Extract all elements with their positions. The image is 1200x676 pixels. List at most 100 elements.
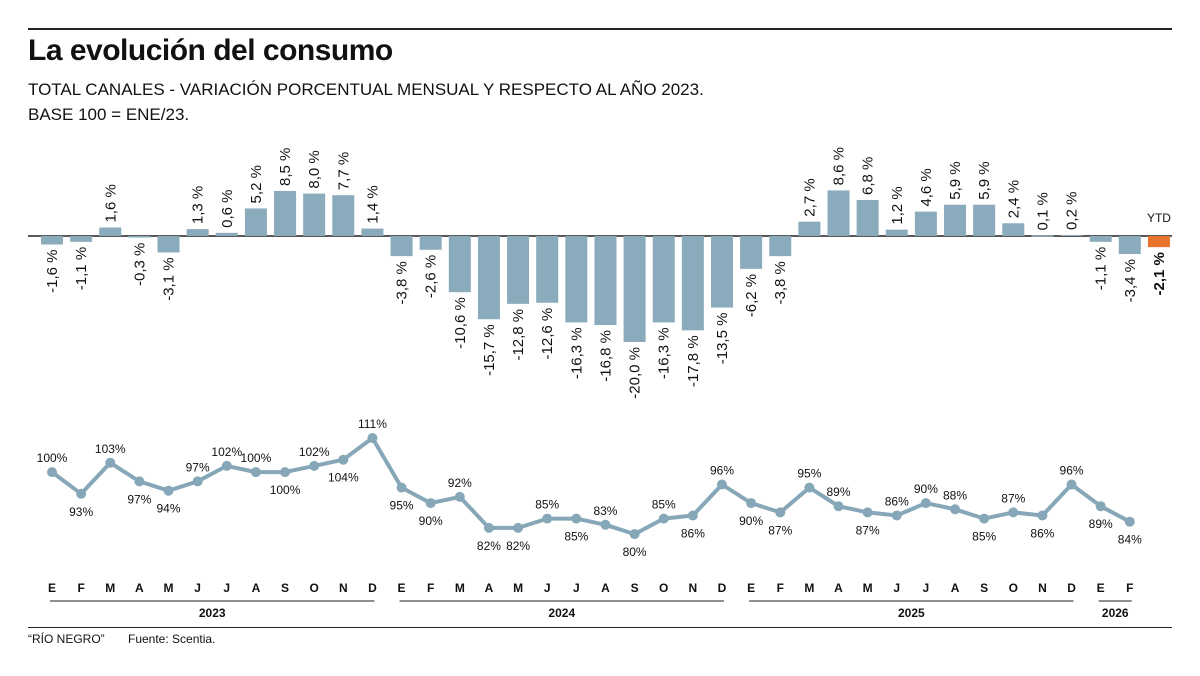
month-tick-label: A (834, 581, 843, 595)
year-label: 2026 (1102, 606, 1129, 620)
chart-title: La evolución del consumo (28, 34, 393, 67)
line-point (396, 482, 407, 493)
line-point-label: 100% (270, 483, 301, 497)
line-point-label: 84% (1118, 533, 1142, 547)
bar-label: 1,3 % (190, 186, 207, 224)
line-point (891, 510, 902, 521)
line-point (1095, 501, 1106, 512)
chart-subtitle-base: BASE 100 = ENE/23. (28, 105, 190, 124)
month-tick-label: F (427, 581, 434, 595)
bar (740, 236, 763, 269)
month-tick-label: O (309, 581, 318, 595)
month-tick-label: A (485, 581, 494, 595)
line-point (134, 476, 145, 487)
month-tick-label: F (777, 581, 784, 595)
line-point-label: 85% (652, 498, 676, 512)
month-tick-label: A (252, 581, 261, 595)
line-point-label: 92% (448, 476, 472, 490)
bar-label: -15,7 % (481, 324, 498, 376)
month-tick-label: D (1067, 581, 1076, 595)
month-tick-label: F (1126, 581, 1133, 595)
bar-label: 5,9 % (947, 161, 964, 199)
month-tick-label: S (631, 581, 639, 595)
bar-label: -3,8 % (394, 261, 411, 304)
bar (157, 236, 180, 253)
month-tick-label: M (513, 581, 523, 595)
bar (448, 236, 471, 293)
line-point (309, 460, 320, 471)
line-point (221, 460, 232, 471)
bar-label: -16,8 % (597, 330, 614, 382)
bar-label: 1,4 % (364, 185, 381, 223)
bar-label: -20,0 % (627, 347, 644, 399)
month-tick-label: J (893, 581, 900, 595)
line-point (979, 513, 990, 524)
line-point-label: 90% (419, 514, 443, 528)
bar (1031, 235, 1054, 237)
line-point (367, 433, 378, 443)
line-point (250, 467, 261, 478)
line-point-label: 80% (623, 545, 647, 559)
bar-label: 6,8 % (860, 157, 877, 195)
footer-brand: “RÍO NEGRO” (28, 632, 105, 646)
line-point (746, 498, 757, 509)
line-point-label: 97% (127, 492, 151, 506)
line-point-label: 94% (157, 502, 181, 516)
bar (856, 199, 879, 236)
line-point-label: 95% (390, 499, 414, 513)
month-tick-label: E (747, 581, 755, 595)
bar-label: -1,1 % (1093, 247, 1110, 290)
line-point-label: 96% (1060, 464, 1084, 478)
line-point-label: 102% (299, 445, 330, 459)
bar-label: 1,6 % (102, 184, 119, 222)
month-tick-label: M (804, 581, 814, 595)
bar (944, 204, 967, 236)
line-point (775, 507, 786, 518)
bar-label: 1,2 % (889, 186, 906, 224)
bar (507, 236, 530, 304)
bar-label: -16,3 % (656, 327, 673, 379)
line-point (950, 504, 961, 515)
bar (99, 227, 122, 236)
line-point-label: 82% (477, 539, 501, 553)
line-point-label: 85% (535, 498, 559, 512)
bar (244, 208, 267, 236)
line-point (454, 491, 465, 502)
bar (973, 204, 996, 236)
bar (41, 236, 63, 245)
line-point-label: 82% (506, 539, 530, 553)
bar (274, 190, 297, 236)
month-tick-label: O (659, 581, 668, 595)
bar-label: 7,7 % (335, 152, 352, 190)
bar-label: -16,3 % (568, 327, 585, 379)
bar (390, 236, 413, 257)
line-point-label: 93% (69, 505, 93, 519)
bar (477, 236, 500, 320)
bar-label: -3,1 % (161, 257, 178, 300)
line-point-label: 87% (768, 523, 792, 537)
bar (536, 236, 559, 303)
ytd-bar-label: -2,1 % (1151, 252, 1168, 295)
month-tick-label: S (281, 581, 289, 595)
bar-label: 0,1 % (1034, 192, 1051, 230)
bar-label: -13,5 % (714, 313, 731, 365)
bar-label: -2,6 % (423, 255, 440, 298)
line-point (571, 513, 582, 524)
bar (332, 195, 355, 236)
line-point (163, 485, 174, 496)
line-point (920, 498, 931, 509)
month-tick-label: S (980, 581, 988, 595)
bar (652, 236, 675, 323)
bar (303, 193, 326, 236)
bar (419, 236, 442, 250)
line-point (1124, 516, 1135, 527)
footer-source: Fuente: Scentia. (128, 632, 216, 646)
line-point (76, 488, 87, 499)
line-point-label: 86% (1030, 527, 1054, 541)
line-point-label: 104% (328, 471, 359, 485)
line-point-label: 102% (211, 445, 242, 459)
bar (681, 236, 704, 331)
bar (565, 236, 588, 323)
bar (914, 211, 937, 236)
bar (1089, 236, 1112, 242)
